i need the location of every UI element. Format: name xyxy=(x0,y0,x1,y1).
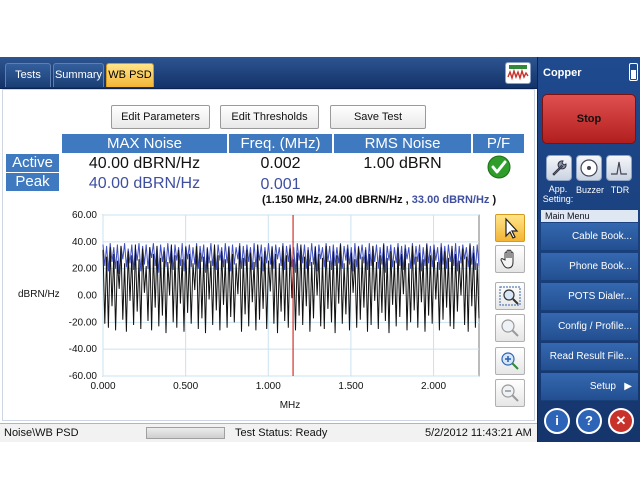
exit-button[interactable]: ✕ xyxy=(608,408,634,434)
zoom-out-tool[interactable] xyxy=(495,379,525,407)
zoom-fit-tool[interactable] xyxy=(495,282,525,310)
status-progress-bar xyxy=(146,427,225,439)
pan-tool[interactable] xyxy=(495,245,525,273)
status-path: Noise\WB PSD xyxy=(4,427,79,439)
help-icon: ? xyxy=(585,413,593,428)
menu-pots-dialer[interactable]: POTS Dialer... xyxy=(541,283,638,311)
y-tick-label: 60.00 xyxy=(72,210,97,221)
close-icon: ✕ xyxy=(615,413,627,428)
cursor-position-value: 1.150 MHz, 24.00 dBRN/Hz , xyxy=(265,194,409,206)
arrow-pointer-icon xyxy=(505,217,519,239)
header-max-noise: MAX Noise xyxy=(62,134,227,153)
header-rms-noise: RMS Noise xyxy=(334,134,471,153)
x-axis-label: MHz xyxy=(280,400,301,410)
tab-summary[interactable]: Summary xyxy=(53,63,104,87)
row-label-active: Active xyxy=(6,154,59,172)
menu-setup[interactable]: Setup ▶ xyxy=(541,373,638,401)
zoom-fit-icon xyxy=(499,286,521,306)
stop-button[interactable]: Stop xyxy=(542,94,636,144)
series-line-active xyxy=(102,244,480,334)
help-button[interactable]: ? xyxy=(576,408,602,434)
edit-thresholds-button[interactable]: Edit Thresholds xyxy=(220,105,319,129)
battery-icon xyxy=(629,63,638,81)
cursor-peak-value: 33.00 dBRN/Hz xyxy=(411,194,490,206)
y-tick-label: -20.00 xyxy=(69,317,98,328)
tdr-button[interactable] xyxy=(606,155,632,181)
y-tick-label: -60.00 xyxy=(69,371,98,382)
app-window: Tests Summary WB PSD Edit Parameters Edi… xyxy=(0,57,640,442)
tab-tests[interactable]: Tests xyxy=(5,63,51,87)
select-cursor-tool[interactable] xyxy=(495,214,525,242)
x-tick-label: 1.500 xyxy=(338,381,363,392)
menu-read-result-file[interactable]: Read Result File... xyxy=(541,343,638,371)
x-tick-label: 0.500 xyxy=(173,381,198,392)
y-tick-label: 20.00 xyxy=(72,264,97,275)
header-pf: P/F xyxy=(473,134,524,153)
psd-logo-icon xyxy=(505,62,531,84)
status-bar: Noise\WB PSD Test Status: Ready 5/2/2012… xyxy=(0,423,537,442)
hand-icon xyxy=(500,249,514,269)
edit-parameters-button[interactable]: Edit Parameters xyxy=(111,105,210,129)
zoom-in-tool[interactable] xyxy=(495,347,525,375)
zoom-out-icon xyxy=(501,384,519,402)
info-button[interactable]: i xyxy=(544,408,570,434)
zoom-tool[interactable] xyxy=(495,314,525,342)
app-settings-button[interactable] xyxy=(546,155,572,181)
status-datetime: 5/2/2012 11:43:21 AM xyxy=(425,427,532,439)
tdr-label: TDR xyxy=(610,185,630,195)
main-menu-title: Main Menu xyxy=(541,210,638,222)
buzzer-icon xyxy=(580,159,598,177)
active-freq: 0.002 xyxy=(260,155,301,172)
y-axis-label: dBRN/Hz xyxy=(18,289,60,300)
chevron-right-icon: ▶ xyxy=(624,381,632,392)
buzzer-button[interactable] xyxy=(576,155,602,181)
cursor-close-paren: ) xyxy=(492,194,497,206)
x-tick-label: 1.000 xyxy=(256,381,281,392)
y-tick-label: -40.00 xyxy=(69,344,98,355)
psd-chart[interactable]: 60.00 40.00 20.00 0.00 -20.00 -40.00 -60.00 0.… xyxy=(0,205,495,410)
peak-freq: 0.001 xyxy=(260,176,301,193)
tab-wb-psd[interactable]: WB PSD xyxy=(106,63,154,87)
menu-config-profile[interactable]: Config / Profile... xyxy=(541,313,638,341)
row-label-peak: Peak xyxy=(6,173,59,191)
x-tick-label: 2.000 xyxy=(421,381,446,392)
panel-title: Copper xyxy=(543,67,582,79)
cursor-readout: (1.150 MHz, 24.00 dBRN/Hz , 33.00 dBRN/H… xyxy=(262,194,496,206)
info-icon: i xyxy=(555,413,559,428)
pass-check-icon xyxy=(487,155,511,179)
series-line-peak xyxy=(102,243,480,275)
right-panel: Copper Stop App. Setting: Buzzer TDR Mai… xyxy=(537,57,640,442)
save-test-button[interactable]: Save Test xyxy=(330,105,426,129)
header-freq: Freq. (MHz) xyxy=(229,134,332,153)
y-tick-label: 40.00 xyxy=(72,237,97,248)
cursor-open-paren: ( xyxy=(262,194,266,206)
y-tick-label: 0.00 xyxy=(78,291,98,302)
wrench-icon xyxy=(552,160,567,176)
x-tick-label: 0.000 xyxy=(90,381,115,392)
magnifier-icon xyxy=(501,319,519,337)
buzzer-label: Buzzer xyxy=(575,185,604,195)
peak-max-noise: 40.00 dBRN/Hz xyxy=(88,175,201,192)
menu-phone-book[interactable]: Phone Book... xyxy=(541,253,638,281)
tab-bar: Tests Summary WB PSD xyxy=(0,57,537,89)
active-rms-noise: 1.00 dBRN xyxy=(363,155,442,172)
main-area: Tests Summary WB PSD Edit Parameters Edi… xyxy=(0,57,537,442)
menu-cable-book[interactable]: Cable Book... xyxy=(541,223,638,251)
menu-setup-label: Setup xyxy=(589,381,616,392)
status-test: Test Status: Ready xyxy=(235,427,328,439)
active-max-noise: 40.00 dBRN/Hz xyxy=(88,155,201,172)
tdr-icon xyxy=(611,161,627,175)
app-settings-label: App. Setting: xyxy=(542,184,574,204)
zoom-in-icon xyxy=(501,352,519,370)
